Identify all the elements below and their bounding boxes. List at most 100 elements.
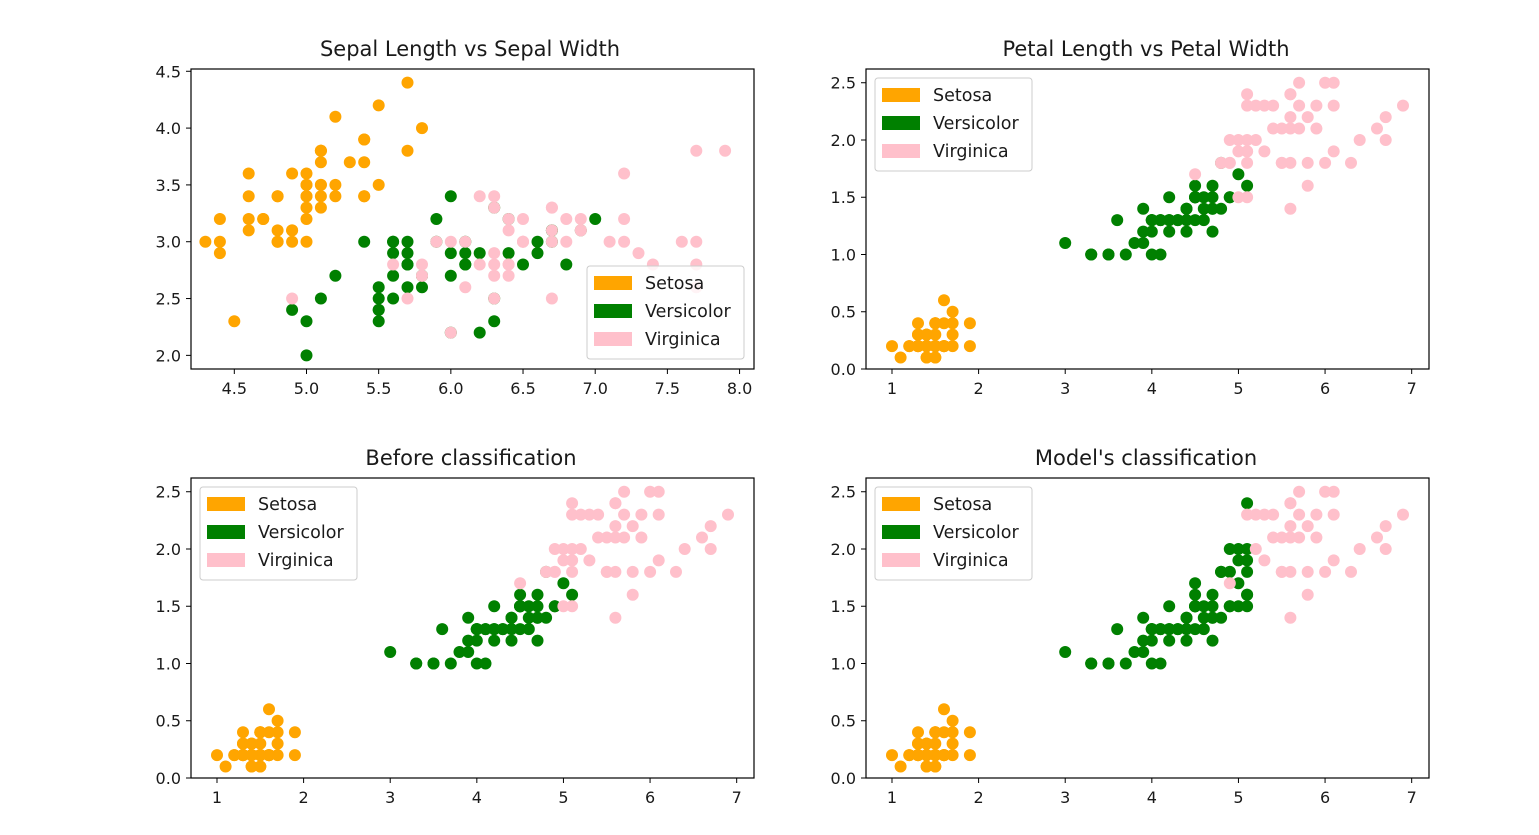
point-versicolor [505,611,518,624]
point-setosa [938,749,950,762]
point-setosa [938,294,950,307]
point-virginica [626,588,639,601]
y-tick-label: 4.5 [156,62,181,81]
point-virginica [1241,134,1254,146]
legend-swatch-versicolor [207,525,245,539]
point-versicolor [1197,202,1210,215]
point-setosa [263,749,275,762]
y-tick-label: 2.5 [831,483,856,502]
point-virginica [1284,202,1297,215]
point-versicolor [1059,646,1072,658]
point-virginica [1397,508,1409,521]
point-virginica [1379,520,1392,533]
point-versicolor [1145,225,1158,238]
x-tick-label: 4.5 [222,379,247,398]
x-tick-label: 6 [645,788,655,807]
point-virginica [618,531,631,544]
point-virginica [502,269,515,282]
x-tick-label: 6.0 [438,379,463,398]
point-setosa [912,737,924,750]
point-virginica [566,497,579,510]
point-virginica [1397,99,1409,112]
point-versicolor [1128,237,1141,249]
point-versicolor [401,258,414,271]
point-versicolor [1189,577,1202,590]
point-setosa [903,340,916,353]
scatter-points [886,485,1409,773]
point-virginica [592,531,605,544]
point-versicolor [1232,577,1245,590]
point-versicolor [1163,191,1176,204]
point-virginica [545,201,558,214]
point-versicolor [1059,237,1072,249]
point-virginica [514,577,527,590]
point-versicolor [314,292,327,305]
point-virginica [1301,156,1314,169]
point-virginica [1327,508,1340,521]
point-setosa [228,749,241,762]
point-versicolor [1137,634,1150,647]
point-virginica [652,554,665,567]
point-versicolor [470,634,483,647]
point-virginica [566,543,579,555]
y-tick-label: 0.5 [831,303,856,322]
y-tick-label: 0.5 [156,712,181,731]
point-versicolor [384,646,397,658]
y-tick-label: 2.5 [156,290,181,309]
point-versicolor [522,623,535,636]
legend-swatch-setosa [882,88,920,102]
x-axis: 1 2 3 4 5 6 7 [887,778,1417,807]
point-virginica [1327,554,1340,567]
point-virginica [1301,588,1314,601]
point-virginica [1249,99,1262,112]
x-tick-label: 7 [1407,788,1417,807]
point-virginica [1353,134,1366,146]
point-versicolor [1180,611,1193,624]
point-versicolor [1145,657,1158,670]
point-setosa [300,190,313,203]
point-virginica [557,600,570,613]
point-setosa [938,703,950,716]
point-versicolor [517,258,529,271]
point-setosa [929,351,942,364]
point-virginica [670,565,682,578]
point-virginica [1284,156,1297,169]
point-setosa [929,340,942,353]
x-tick-label: 5 [1233,379,1243,398]
point-virginica [644,565,657,578]
point-setosa [242,190,255,203]
point-versicolor [1206,634,1219,647]
point-virginica [1293,76,1306,89]
point-versicolor [358,235,371,248]
series-virginica [1189,76,1409,215]
point-versicolor [496,623,509,636]
point-virginica [632,247,645,260]
point-versicolor [1119,657,1132,670]
point-virginica [540,565,553,578]
point-versicolor [479,657,492,670]
point-virginica [416,269,428,282]
point-versicolor [1197,191,1210,204]
point-virginica [1379,111,1392,124]
x-tick-label: 5 [558,788,568,807]
point-versicolor [505,623,518,636]
point-setosa [894,760,907,773]
x-tick-label: 4 [1147,379,1157,398]
point-virginica [600,565,613,578]
point-virginica [459,281,472,294]
point-virginica [560,235,573,248]
legend-label-virginica: Virginica [258,551,334,571]
point-versicolor [1145,214,1158,227]
point-versicolor [1180,214,1193,227]
y-tick-label: 0.5 [831,712,856,731]
point-virginica [1267,508,1280,521]
y-axis: 0.0 0.5 1.0 1.5 2.0 2.5 [156,483,191,788]
y-tick-label: 1.5 [831,597,856,616]
series-setosa [886,703,976,773]
point-virginica [592,508,605,521]
legend-swatch-setosa [594,276,632,290]
scatter-points [886,76,1409,364]
point-setosa [211,749,223,762]
point-setosa [300,167,313,180]
point-virginica [1249,134,1262,146]
